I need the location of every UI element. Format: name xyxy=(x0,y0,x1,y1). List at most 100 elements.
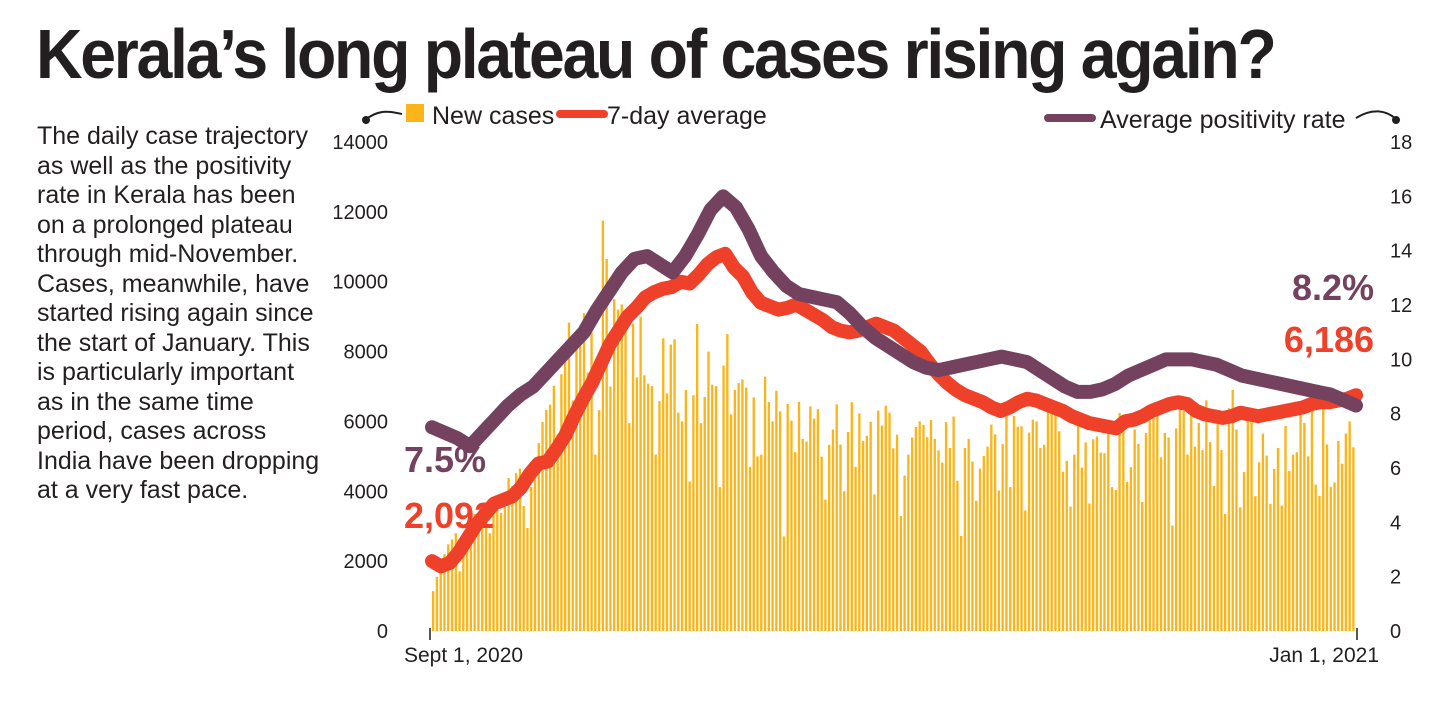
new-cases-bar xyxy=(1088,503,1091,631)
new-cases-bar xyxy=(1333,482,1336,631)
new-cases-bar xyxy=(465,526,469,631)
new-cases-bars xyxy=(432,220,1355,631)
new-cases-bar xyxy=(1148,420,1151,631)
new-cases-bar xyxy=(937,450,940,631)
new-cases-bar xyxy=(1095,436,1099,631)
new-cases-bar xyxy=(1050,400,1053,631)
new-cases-bar xyxy=(835,404,838,631)
new-cases-bar xyxy=(677,412,680,631)
new-cases-bar xyxy=(790,420,793,631)
new-cases-bar xyxy=(1212,486,1216,631)
new-cases-bar xyxy=(613,299,616,631)
new-cases-bar xyxy=(812,418,816,631)
new-cases-bar xyxy=(526,527,529,631)
new-cases-bar xyxy=(748,466,752,631)
new-cases-bar xyxy=(1099,452,1102,631)
new-cases-bar xyxy=(1084,442,1087,631)
new-cases-bar xyxy=(541,422,544,631)
new-cases-bar xyxy=(545,409,548,631)
start-average-label: 2,092 xyxy=(404,495,494,536)
new-cases-bar xyxy=(737,383,740,631)
right-tick-label: 18 xyxy=(1390,132,1412,154)
new-cases-bar xyxy=(1167,437,1170,631)
new-cases-bar xyxy=(616,309,620,631)
new-cases-bar xyxy=(450,539,454,631)
new-cases-bar xyxy=(997,490,1001,631)
new-cases-bar xyxy=(1318,495,1321,631)
new-cases-bar xyxy=(1133,429,1136,631)
new-cases-bar xyxy=(1174,428,1178,631)
right-axis: 0 2 4 6 8 10 12 14 16 18 xyxy=(1390,132,1412,643)
right-tick-label: 2 xyxy=(1390,567,1401,589)
new-cases-bar xyxy=(631,323,635,631)
new-cases-bar xyxy=(692,395,695,631)
new-cases-bar xyxy=(1190,405,1193,631)
new-cases-bar xyxy=(699,423,703,631)
left-tick-label: 2000 xyxy=(344,551,389,573)
new-cases-bar xyxy=(473,513,476,631)
new-cases-bar xyxy=(650,386,654,631)
start-positivity-label: 7.5% xyxy=(404,439,486,480)
new-cases-bar xyxy=(1352,447,1355,631)
new-cases-bar xyxy=(899,516,902,631)
new-cases-bar xyxy=(571,400,574,631)
new-cases-bar xyxy=(1129,467,1133,631)
new-cases-bar xyxy=(831,429,835,631)
new-cases-bar xyxy=(809,406,812,631)
new-cases-bar xyxy=(982,456,985,631)
new-cases-bar xyxy=(745,387,748,631)
new-cases-bar xyxy=(846,431,850,631)
new-cases-bar xyxy=(620,304,623,631)
left-tick-label: 10000 xyxy=(332,272,388,294)
new-cases-bar xyxy=(605,259,608,631)
new-cases-bar xyxy=(1039,447,1042,631)
new-cases-bar xyxy=(646,383,650,631)
new-cases-bar xyxy=(1012,415,1016,631)
new-cases-bar xyxy=(714,386,718,631)
new-cases-bar xyxy=(1076,418,1080,631)
new-cases-bar xyxy=(586,372,589,631)
new-cases-bar xyxy=(978,468,982,631)
new-cases-bar xyxy=(1144,432,1148,631)
new-cases-bar xyxy=(741,379,744,631)
new-cases-bar xyxy=(865,435,869,631)
new-cases-bar xyxy=(1042,444,1046,631)
new-cases-bar xyxy=(582,313,586,631)
new-cases-bar xyxy=(1141,502,1144,631)
left-tick-label: 6000 xyxy=(344,411,389,433)
new-cases-bar xyxy=(530,487,533,631)
new-cases-bar xyxy=(1080,467,1084,631)
new-cases-bar xyxy=(722,365,725,631)
new-cases-bar xyxy=(1024,510,1027,631)
new-cases-bar xyxy=(1284,425,1287,631)
new-cases-bar xyxy=(575,348,578,631)
new-cases-bar xyxy=(1069,506,1072,631)
new-cases-bar xyxy=(756,456,759,631)
new-cases-bar xyxy=(820,456,823,631)
new-cases-bar xyxy=(907,454,910,631)
new-cases-bar xyxy=(511,486,514,631)
right-tick-label: 12 xyxy=(1390,295,1412,317)
new-cases-bar xyxy=(1208,442,1212,631)
new-cases-bar xyxy=(1348,421,1351,631)
new-cases-bar xyxy=(941,462,944,631)
new-cases-bar xyxy=(801,438,804,631)
new-cases-bar xyxy=(684,389,688,631)
new-cases-bar xyxy=(944,422,948,631)
new-cases-bar xyxy=(1269,503,1272,631)
new-cases-bar xyxy=(601,220,605,631)
right-tick-label: 0 xyxy=(1390,621,1401,643)
new-cases-bar xyxy=(1235,429,1238,631)
new-cases-bar xyxy=(1314,484,1317,631)
new-cases-bar xyxy=(439,564,442,631)
new-cases-bar xyxy=(1254,496,1257,631)
new-cases-bar xyxy=(752,397,755,631)
new-cases-bar xyxy=(760,454,763,631)
left-tick-label: 14000 xyxy=(332,132,388,154)
new-cases-bar xyxy=(782,536,786,631)
new-cases-bar xyxy=(763,376,767,631)
new-cases-bar xyxy=(1058,431,1061,631)
new-cases-bar xyxy=(1137,443,1140,631)
new-cases-bar xyxy=(929,420,933,631)
new-cases-bar xyxy=(1035,421,1038,631)
